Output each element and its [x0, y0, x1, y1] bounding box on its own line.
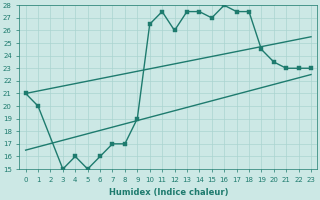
X-axis label: Humidex (Indice chaleur): Humidex (Indice chaleur) — [108, 188, 228, 197]
